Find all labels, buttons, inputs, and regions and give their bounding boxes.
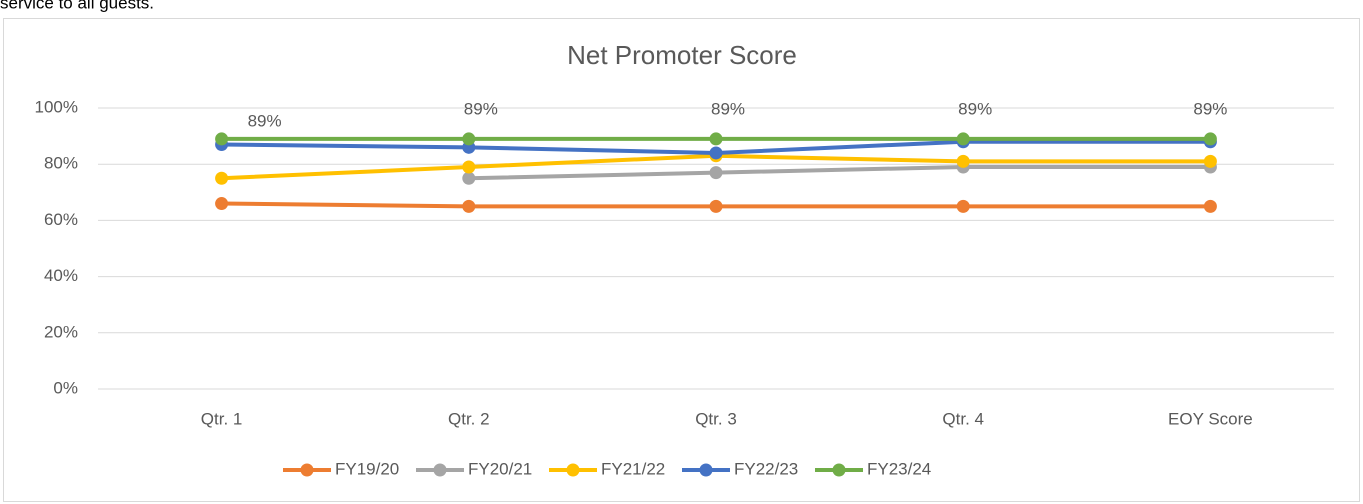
point-marker [215, 171, 229, 185]
header-text: service to all guests. [0, 0, 154, 12]
data-label: 89% [958, 99, 992, 118]
legend-label: FY22/23 [734, 459, 798, 478]
legend-marker [300, 463, 314, 477]
point-marker [956, 132, 970, 146]
data-label: 89% [248, 111, 282, 130]
legend-marker [832, 463, 846, 477]
data-label: 89% [1193, 99, 1227, 118]
legend-label: FY20/21 [468, 459, 532, 478]
x-tick-label: Qtr. 1 [201, 409, 243, 428]
point-marker [1203, 132, 1217, 146]
legend-label: FY23/24 [867, 459, 931, 478]
y-tick-label: 100% [35, 97, 78, 116]
point-marker [709, 132, 723, 146]
y-tick-label: 0% [53, 378, 78, 397]
legend-marker [699, 463, 713, 477]
point-marker [709, 199, 723, 213]
point-marker [462, 199, 476, 213]
point-marker [1203, 154, 1217, 168]
legend-marker [566, 463, 580, 477]
chart-frame [3, 18, 1360, 502]
point-marker [462, 160, 476, 174]
point-marker [709, 146, 723, 160]
x-tick-label: Qtr. 4 [942, 409, 984, 428]
legend-marker [433, 463, 447, 477]
point-marker [462, 132, 476, 146]
legend-label: FY21/22 [601, 459, 665, 478]
x-tick-label: EOY Score [1168, 409, 1253, 428]
point-marker [215, 132, 229, 146]
data-label: 89% [711, 99, 745, 118]
data-label: 89% [464, 99, 498, 118]
point-marker [709, 166, 723, 180]
legend-label: FY19/20 [335, 459, 399, 478]
point-marker [956, 199, 970, 213]
point-marker [1203, 199, 1217, 213]
y-tick-label: 20% [44, 322, 78, 341]
x-tick-label: Qtr. 3 [695, 409, 737, 428]
point-marker [956, 154, 970, 168]
y-tick-label: 60% [44, 210, 78, 229]
point-marker [215, 197, 229, 211]
point-marker [462, 171, 476, 185]
x-tick-label: Qtr. 2 [448, 409, 490, 428]
y-tick-label: 80% [44, 154, 78, 173]
y-tick-label: 40% [44, 266, 78, 285]
chart-title: Net Promoter Score [567, 40, 797, 70]
series-line [468, 165, 1211, 181]
